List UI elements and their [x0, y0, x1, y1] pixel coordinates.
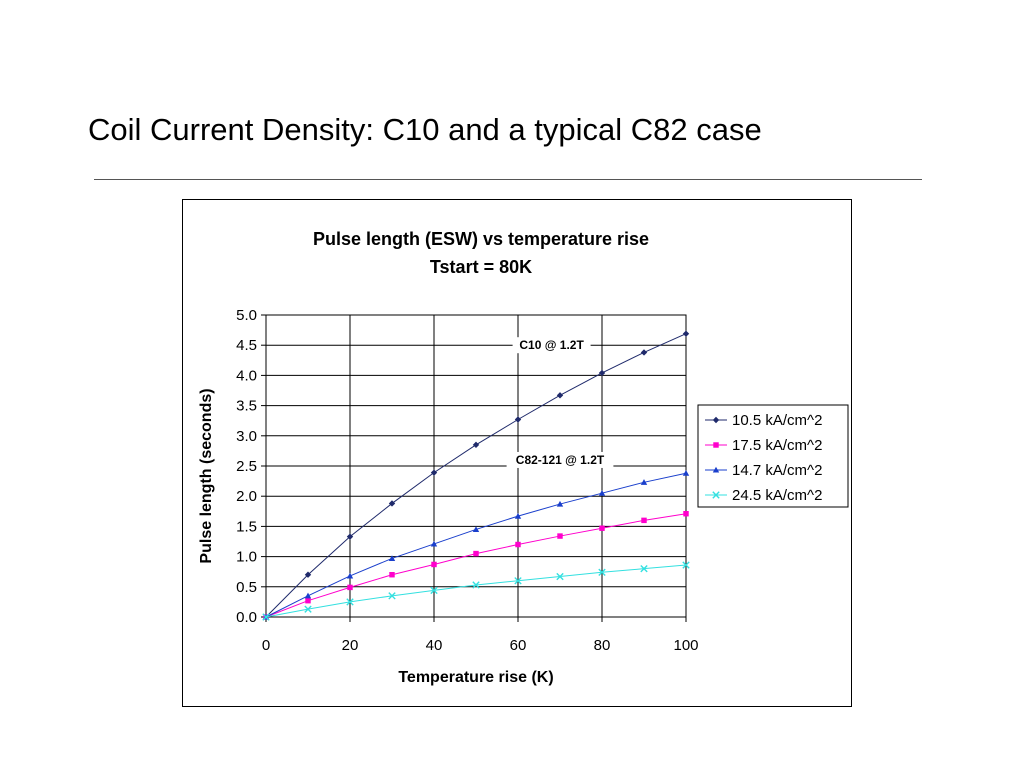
y-tick-label: 1.0 [236, 549, 257, 566]
data-point [304, 592, 312, 599]
y-tick-label: 3.5 [236, 398, 257, 415]
y-tick-label: 2.5 [236, 458, 257, 475]
x-tick-label: 100 [673, 637, 698, 654]
grid-lines [261, 314, 687, 622]
data-point [556, 572, 564, 581]
data-point [431, 561, 437, 568]
chart-frame: Pulse length (ESW) vs temperature rise T… [182, 199, 852, 707]
y-tick-label: 5.0 [236, 307, 257, 324]
slide-title: Coil Current Density: C10 and a typical … [88, 112, 762, 147]
legend-label: 14.7 kA/cm^2 [732, 462, 822, 479]
x-tick-label: 60 [510, 637, 527, 654]
annotation-background [506, 451, 614, 468]
series-3 [262, 470, 690, 620]
data-point [472, 441, 480, 449]
data-point [473, 550, 479, 557]
data-point [514, 577, 522, 585]
legend-marker [713, 442, 719, 448]
chart-annotation: C10 @ 1.2T [519, 338, 584, 352]
x-tick-label: 80 [594, 637, 611, 654]
chart-subtitle: Tstart = 80K [430, 257, 532, 277]
legend-marker [712, 416, 720, 424]
data-point [640, 479, 648, 485]
data-point [388, 500, 396, 507]
data-point [305, 597, 311, 604]
legend: 10.5 kA/cm^2 17.5 kA/cm^2 14.7 kA/cm^2 24.5… [697, 404, 849, 508]
legend-label: 24.5 kA/cm^2 [732, 487, 822, 504]
x-axis-label: Temperature rise (K) [398, 669, 553, 686]
data-point [304, 605, 312, 613]
data-point [388, 555, 396, 561]
data-point [598, 489, 606, 496]
data-point [682, 561, 690, 569]
chart-annotation: C82-121 @ 1.2T [516, 453, 605, 467]
data-point [430, 540, 438, 547]
annotation-layer: C10 @ 1.2T C82-121 @ 1.2T [506, 337, 614, 468]
legend-item: 10.5 kA/cm^2 [705, 412, 822, 429]
data-point [514, 512, 522, 519]
data-point [430, 469, 438, 476]
legend-label: 10.5 kA/cm^2 [732, 412, 822, 429]
data-point [682, 330, 690, 337]
data-point [472, 526, 480, 532]
x-axis-ticks: 0 20 40 60 80 100 [262, 637, 699, 654]
series-layer [262, 330, 690, 621]
y-tick-label: 1.5 [236, 518, 257, 535]
legend-label: 17.5 kA/cm^2 [732, 437, 822, 454]
data-point [430, 586, 438, 595]
data-point [598, 369, 606, 377]
y-tick-label: 3.0 [236, 428, 257, 445]
data-point [556, 500, 564, 507]
chart-title: Pulse length (ESW) vs temperature rise [313, 229, 649, 249]
y-tick-label: 0.0 [236, 609, 257, 626]
data-point [640, 349, 648, 356]
data-point [514, 416, 522, 423]
chart-svg: Pulse length (ESW) vs temperature rise T… [198, 229, 849, 686]
y-tick-label: 0.5 [236, 579, 257, 596]
data-point [641, 517, 647, 524]
data-point [346, 598, 354, 606]
data-point [599, 525, 605, 531]
x-tick-label: 40 [426, 637, 443, 654]
y-tick-label: 4.0 [236, 367, 257, 384]
title-divider [94, 179, 922, 180]
legend-item: 24.5 kA/cm^2 [705, 487, 822, 504]
data-point [262, 613, 270, 621]
data-point [389, 572, 395, 578]
legend-marker [712, 466, 720, 473]
data-point [346, 572, 354, 579]
data-point [347, 584, 353, 591]
y-axis-ticks: 0.0 0.5 1.0 1.5 2.0 2.5 3.0 3.5 4.0 4.5 5.0 [236, 307, 257, 626]
data-point [683, 510, 689, 517]
annotation-background [512, 337, 591, 354]
legend-box [697, 404, 849, 508]
data-point [556, 392, 564, 399]
legend-item: 17.5 kA/cm^2 [705, 437, 822, 454]
y-axis-label: Pulse length (seconds) [198, 388, 215, 563]
y-tick-label: 4.5 [236, 337, 257, 354]
series-4 [262, 561, 690, 621]
data-point [515, 541, 521, 548]
data-point [388, 592, 396, 600]
x-tick-label: 20 [342, 637, 359, 654]
legend-item: 14.7 kA/cm^2 [705, 462, 822, 479]
data-point [640, 564, 648, 573]
y-tick-label: 2.0 [236, 488, 257, 505]
data-point [557, 533, 563, 539]
data-point [598, 568, 606, 576]
legend-marker [712, 491, 720, 499]
x-tick-label: 0 [262, 637, 270, 654]
data-point [682, 470, 690, 476]
data-point [472, 581, 480, 589]
